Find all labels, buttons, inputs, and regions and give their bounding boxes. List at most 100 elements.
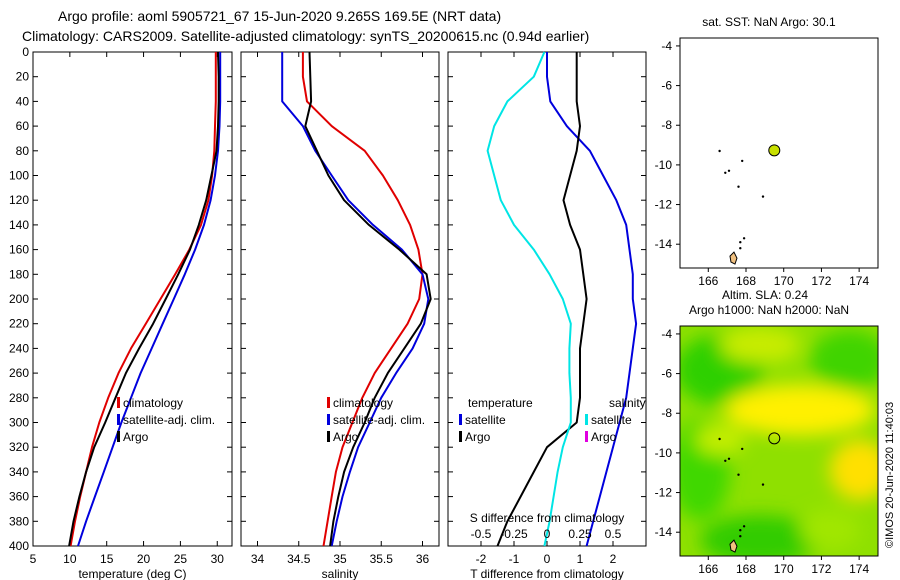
x2-tick-label: 0: [544, 527, 551, 541]
series-line-difference-0: [546, 52, 638, 547]
island-h_map: [761, 483, 765, 486]
map-y-tick-label-h_map: -4: [661, 327, 672, 341]
x-tick-label-temperature: 30: [211, 552, 225, 566]
x2-tick-label: 0.5: [605, 527, 622, 541]
depth-tick-label: 360: [9, 490, 29, 504]
series-line-salinity-1: [281, 52, 430, 547]
depth-tick-label: 160: [9, 243, 29, 257]
map-x-tick-label-h_map: 174: [849, 562, 869, 576]
profile-location-marker-h_map: [768, 432, 781, 445]
island-sst_map: [724, 171, 727, 174]
depth-tick-label: 120: [9, 193, 29, 207]
island-h_map: [741, 447, 744, 451]
side-stamp: ©IMOS 20-Jun-2020 11:40:03: [884, 402, 896, 548]
x2-axis-label: S difference from climatology: [470, 511, 625, 525]
map-frame-sst_map: [679, 37, 879, 269]
legend-label-salinity: satellite-adj. clim.: [333, 413, 425, 427]
depth-tick-label: 180: [9, 267, 29, 281]
map-x-tick-label-h_map: 166: [698, 562, 718, 576]
island-h_map: [739, 529, 742, 532]
island-sst_map: [761, 195, 765, 198]
x-tick-label-temperature: 10: [63, 552, 77, 566]
map-y-tick-label-h_map: -6: [661, 367, 672, 381]
island-sst_map: [741, 159, 744, 163]
island-sst_map: [737, 185, 740, 188]
island-h_map: [727, 457, 731, 460]
x-tick-label-salinity: 34: [251, 552, 265, 566]
depth-tick-label: 380: [9, 514, 29, 528]
legend-label-diff-left: satellite: [465, 413, 506, 427]
depth-tick-label: 40: [16, 94, 30, 108]
map-y-tick-label-sst_map: -8: [661, 118, 672, 132]
island-sst_map: [739, 247, 742, 250]
x-tick-label-difference: 2: [610, 552, 617, 566]
legend-title-salinity: salinity: [609, 396, 646, 410]
x-axis-label-difference: T difference from climatology: [470, 567, 624, 580]
axes-frame-temperature: [32, 51, 233, 547]
map-x-tick-label-h_map: 172: [811, 562, 831, 576]
x-axis-label-temperature: temperature (deg C): [78, 567, 186, 580]
depth-tick-label: 320: [9, 440, 29, 454]
map-y-tick-label-sst_map: -6: [661, 79, 672, 93]
legend-swatch-temperature: [117, 431, 120, 442]
x-tick-label-temperature: 5: [30, 552, 37, 566]
legend-label-salinity: climatology: [333, 396, 393, 410]
x-tick-label-temperature: 15: [100, 552, 114, 566]
depth-tick-label: 280: [9, 391, 29, 405]
x-tick-label-temperature: 25: [174, 552, 188, 566]
map-y-tick-label-h_map: -8: [661, 406, 672, 420]
legend-label-diff-right: satellite: [591, 413, 632, 427]
x2-tick-label: -0.5: [471, 527, 492, 541]
legend-swatch-salinity: [327, 414, 330, 425]
map-y-tick-label-sst_map: -14: [655, 237, 673, 251]
depth-tick-label: 0: [22, 45, 29, 59]
x-axis-label-salinity: salinity: [322, 567, 359, 580]
depth-tick-label: 300: [9, 416, 29, 430]
series-line-salinity-2: [304, 51, 432, 547]
legend-label-diff-left: Argo: [465, 430, 491, 444]
depth-tick-label: 200: [9, 292, 29, 306]
map-title-sst_map: sat. SST: NaN Argo: 30.1: [702, 15, 836, 29]
island-h_map: [737, 473, 740, 476]
depth-tick-label: 340: [9, 465, 29, 479]
x2-tick-label: 0.25: [568, 527, 592, 541]
profile-location-marker-sst_map: [768, 144, 781, 157]
x-tick-label-difference: -2: [476, 552, 487, 566]
series-line-temperature-0: [69, 52, 217, 547]
depth-tick-label: 400: [9, 539, 29, 553]
island-sst_map: [718, 149, 721, 153]
map-y-tick-label-sst_map: -10: [655, 158, 673, 172]
legend-title-temperature: temperature: [468, 396, 533, 410]
map-x-tick-label-h_map: 168: [736, 562, 756, 576]
map-y-tick-label-sst_map: -12: [655, 198, 673, 212]
map-footer-sst_map: Altim. SLA: 0.24: [722, 288, 808, 302]
map-y-tick-label-h_map: -14: [655, 525, 673, 539]
island-shape-sst_map: [729, 251, 738, 265]
legend-swatch-diff-left: [459, 414, 462, 425]
series-line-temperature-2: [68, 51, 220, 547]
depth-tick-label: 60: [16, 119, 30, 133]
x-tick-label-difference: -1: [509, 552, 520, 566]
map-x-tick-label-sst_map: 166: [698, 274, 718, 288]
legend-swatch-diff-right: [585, 431, 588, 442]
axes-frame-salinity: [240, 51, 440, 547]
island-shape-h_map: [729, 539, 738, 553]
x-tick-label-difference: 0: [544, 552, 551, 566]
depth-tick-label: 260: [9, 366, 29, 380]
legend-swatch-temperature: [117, 397, 120, 408]
island-sst_map: [739, 241, 742, 244]
header-line-1: Argo profile: aoml 5905721_67 15-Jun-202…: [58, 8, 501, 24]
island-h_map: [742, 525, 746, 528]
legend-label-diff-right: Argo: [591, 430, 617, 444]
depth-tick-label: 140: [9, 218, 29, 232]
map-x-tick-label-sst_map: 168: [736, 274, 756, 288]
axes-frame-difference: [447, 51, 647, 547]
legend-swatch-salinity: [327, 431, 330, 442]
depth-tick-label: 100: [9, 169, 29, 183]
map-x-tick-label-sst_map: 174: [849, 274, 869, 288]
map-y-tick-label-sst_map: -4: [661, 39, 672, 53]
x-tick-label-salinity: 35.5: [370, 552, 394, 566]
map-title-h_map: Argo h1000: NaN h2000: NaN: [689, 303, 849, 317]
x-tick-label-salinity: 36: [416, 552, 430, 566]
